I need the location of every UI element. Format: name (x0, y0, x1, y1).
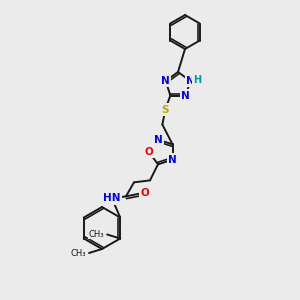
Text: N: N (181, 91, 190, 100)
Text: N: N (154, 135, 162, 145)
Text: O: O (141, 188, 149, 198)
Text: CH₃: CH₃ (70, 248, 86, 257)
Text: N: N (161, 76, 170, 86)
Text: N: N (186, 76, 195, 86)
Text: HN: HN (103, 194, 121, 203)
Text: O: O (145, 147, 153, 157)
Text: CH₃: CH₃ (89, 230, 104, 239)
Text: S: S (162, 104, 169, 115)
Text: H: H (193, 75, 201, 85)
Text: N: N (168, 154, 177, 165)
